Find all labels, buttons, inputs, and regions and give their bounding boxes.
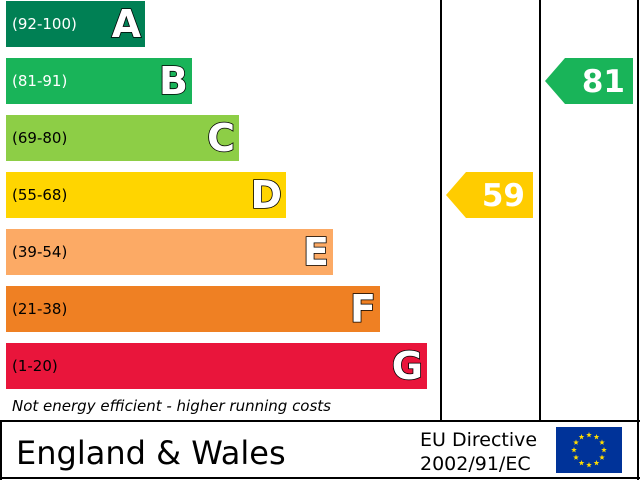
band-letter-d: D	[250, 173, 282, 217]
band-bar-f	[6, 286, 380, 332]
eu-star-4	[601, 447, 607, 453]
band-letter-f: F	[350, 287, 376, 331]
band-bar-g	[6, 343, 427, 389]
rating-bands: (92-100) A (81-91) B (69-80) C (55-68) D (39-54)…	[6, 1, 427, 389]
band-d: (55-68) D	[6, 172, 286, 218]
eu-star-2	[593, 434, 600, 440]
eu-star-12	[578, 434, 585, 440]
band-range-e: (39-54)	[12, 243, 67, 261]
eu-star-9	[573, 454, 579, 460]
eu-flag-stars	[571, 432, 607, 468]
band-c: (69-80) C	[6, 115, 239, 161]
band-letter-b: B	[159, 59, 188, 103]
eu-star-7	[586, 462, 592, 468]
band-letter-e: E	[303, 230, 329, 274]
current-score-arrow: 59	[446, 172, 533, 218]
current-score-value: 59	[482, 178, 525, 214]
eu-star-5	[599, 454, 605, 460]
eu-star-11	[573, 439, 579, 445]
eu-star-10	[571, 447, 577, 453]
band-b: (81-91) B	[6, 58, 192, 104]
footnote-text: Not energy efficient - higher running co…	[12, 397, 331, 415]
band-letter-c: C	[207, 116, 235, 160]
band-f: (21-38) F	[6, 286, 380, 332]
potential-score-arrow: 81	[545, 58, 633, 104]
band-a: (92-100) A	[6, 1, 145, 47]
potential-score-value: 81	[582, 64, 625, 100]
potential-arrow-shape	[545, 58, 633, 104]
band-range-c: (69-80)	[12, 129, 67, 147]
directive-line-2: 2002/91/EC	[420, 453, 531, 475]
band-range-d: (55-68)	[12, 186, 67, 204]
band-e: (39-54) E	[6, 229, 333, 275]
band-g: (1-20) G	[6, 343, 427, 389]
band-letter-g: G	[392, 344, 423, 388]
current-arrow-shape	[446, 172, 533, 218]
eu-star-1	[586, 432, 592, 438]
band-bar-e	[6, 229, 333, 275]
band-range-b: (81-91)	[12, 72, 67, 90]
band-range-a: (92-100)	[12, 15, 77, 33]
band-bar-d	[6, 172, 286, 218]
band-bar-a	[6, 1, 145, 47]
directive-line-1: EU Directive	[420, 429, 537, 451]
country-label: England & Wales	[16, 434, 286, 472]
band-bar-c	[6, 115, 239, 161]
band-letter-a: A	[112, 2, 142, 46]
band-range-g: (1-20)	[12, 357, 58, 375]
eu-star-8	[578, 459, 585, 466]
band-bar-b	[6, 58, 192, 104]
eu-star-3	[599, 439, 605, 445]
eu-flag-icon	[556, 427, 622, 473]
score-arrows: 59 81	[446, 58, 633, 218]
eu-star-6	[593, 459, 600, 466]
band-range-f: (21-38)	[12, 300, 67, 318]
